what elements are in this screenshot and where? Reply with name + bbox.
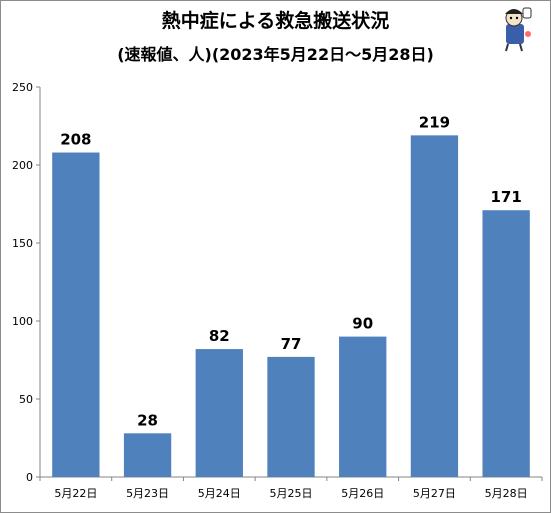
x-tick-label: 5月28日 bbox=[485, 487, 528, 500]
data-label: 28 bbox=[137, 411, 158, 429]
data-label: 90 bbox=[352, 315, 373, 333]
chart-subtitle: (速報値、人)(2023年5月22日〜5月28日) bbox=[117, 45, 434, 64]
bar bbox=[52, 152, 100, 477]
bar bbox=[195, 349, 243, 477]
data-label: 82 bbox=[209, 327, 230, 345]
mascot-logo-icon bbox=[505, 7, 532, 52]
x-tick-label: 5月24日 bbox=[198, 487, 241, 500]
x-tick-label: 5月27日 bbox=[413, 487, 456, 500]
x-tick-label: 5月26日 bbox=[341, 487, 384, 500]
bar bbox=[339, 336, 387, 477]
x-tick-label: 5月22日 bbox=[54, 487, 97, 500]
data-label: 208 bbox=[60, 131, 91, 149]
x-axis: 5月22日 5月23日 5月24日 5月25日 5月26日 5月27日 5月28日 bbox=[39, 476, 543, 500]
y-tick-label: 250 bbox=[12, 81, 33, 94]
bar bbox=[410, 135, 459, 478]
y-tick-label: 50 bbox=[19, 393, 33, 406]
y-tick-label: 100 bbox=[12, 315, 33, 328]
bar bbox=[482, 210, 530, 478]
y-axis: 0 50 100 150 200 250 bbox=[12, 81, 41, 484]
data-label: 171 bbox=[490, 188, 521, 206]
bar bbox=[123, 433, 172, 477]
chart-title: 熱中症による救急搬送状況 bbox=[161, 10, 390, 32]
x-tick-label: 5月25日 bbox=[270, 487, 313, 500]
y-tick-label: 150 bbox=[12, 237, 33, 250]
y-tick-label: 200 bbox=[12, 159, 33, 172]
y-tick-label: 0 bbox=[26, 471, 33, 484]
data-label: 219 bbox=[419, 113, 450, 131]
x-tick-label: 5月23日 bbox=[126, 487, 169, 500]
data-label: 77 bbox=[281, 335, 302, 353]
bar bbox=[267, 356, 315, 477]
bar-series bbox=[52, 135, 530, 478]
data-labels: 208 28 82 77 90 219 171 bbox=[60, 113, 522, 429]
